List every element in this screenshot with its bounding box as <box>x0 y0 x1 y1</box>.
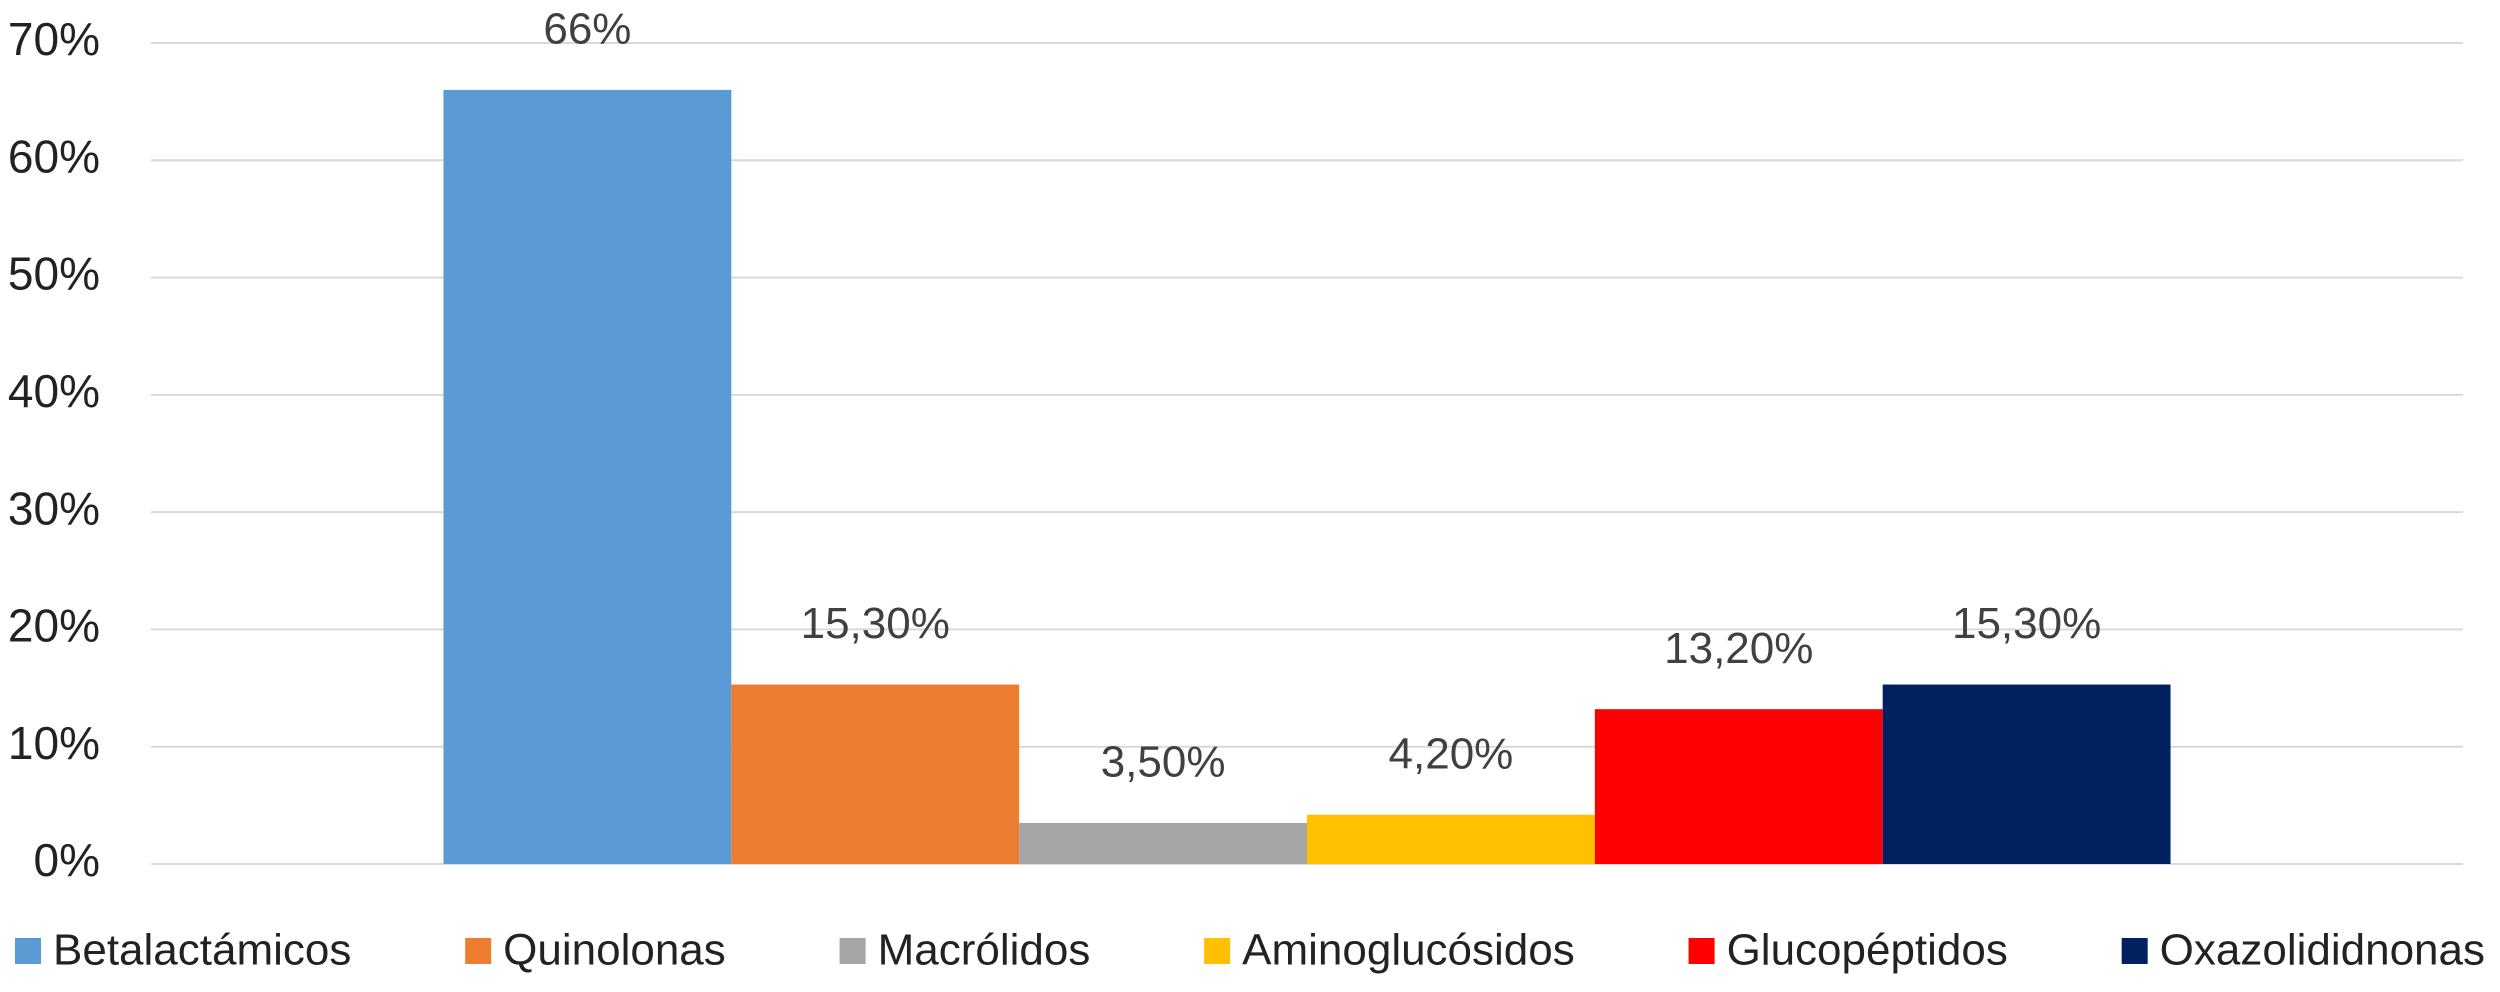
legend-label: Aminoglucósidos <box>1242 926 1575 975</box>
y-tick-label: 20% <box>8 600 100 652</box>
y-tick-label: 70% <box>8 13 100 65</box>
legend-swatch <box>1204 938 1231 964</box>
legend-label: Glucopéptidos <box>1727 926 2008 975</box>
data-label: 15,30% <box>801 599 950 648</box>
data-label: 4,20% <box>1389 729 1514 778</box>
data-label: 15,30% <box>1952 599 2101 648</box>
bar <box>1882 684 2171 864</box>
legend-swatch <box>839 938 866 964</box>
y-tick-label: 40% <box>8 365 100 417</box>
bar <box>1594 709 1883 864</box>
legend-label: Quinolonas <box>503 926 726 975</box>
y-tick-label: 10% <box>8 717 100 769</box>
y-tick-label: 0% <box>34 834 100 886</box>
legend-swatch <box>15 938 41 964</box>
legend-label: Betalactámicos <box>53 926 351 975</box>
data-label: 13,20% <box>1664 624 1813 673</box>
data-label: 66% <box>543 5 631 54</box>
legend-swatch <box>465 938 492 964</box>
legend-label: Oxazolididnonas <box>2160 926 2485 975</box>
bar <box>1307 814 1595 864</box>
y-tick-label: 50% <box>8 248 100 300</box>
data-label: 3,50% <box>1101 738 1226 787</box>
bar <box>731 684 1020 864</box>
bar <box>1019 822 1307 864</box>
y-tick-label: 60% <box>8 130 100 182</box>
legend-swatch <box>2121 938 2148 964</box>
bar <box>443 89 732 864</box>
y-tick-label: 30% <box>8 482 100 534</box>
legend-label: Macrólidos <box>878 926 1091 975</box>
legend-swatch <box>1688 938 1715 964</box>
